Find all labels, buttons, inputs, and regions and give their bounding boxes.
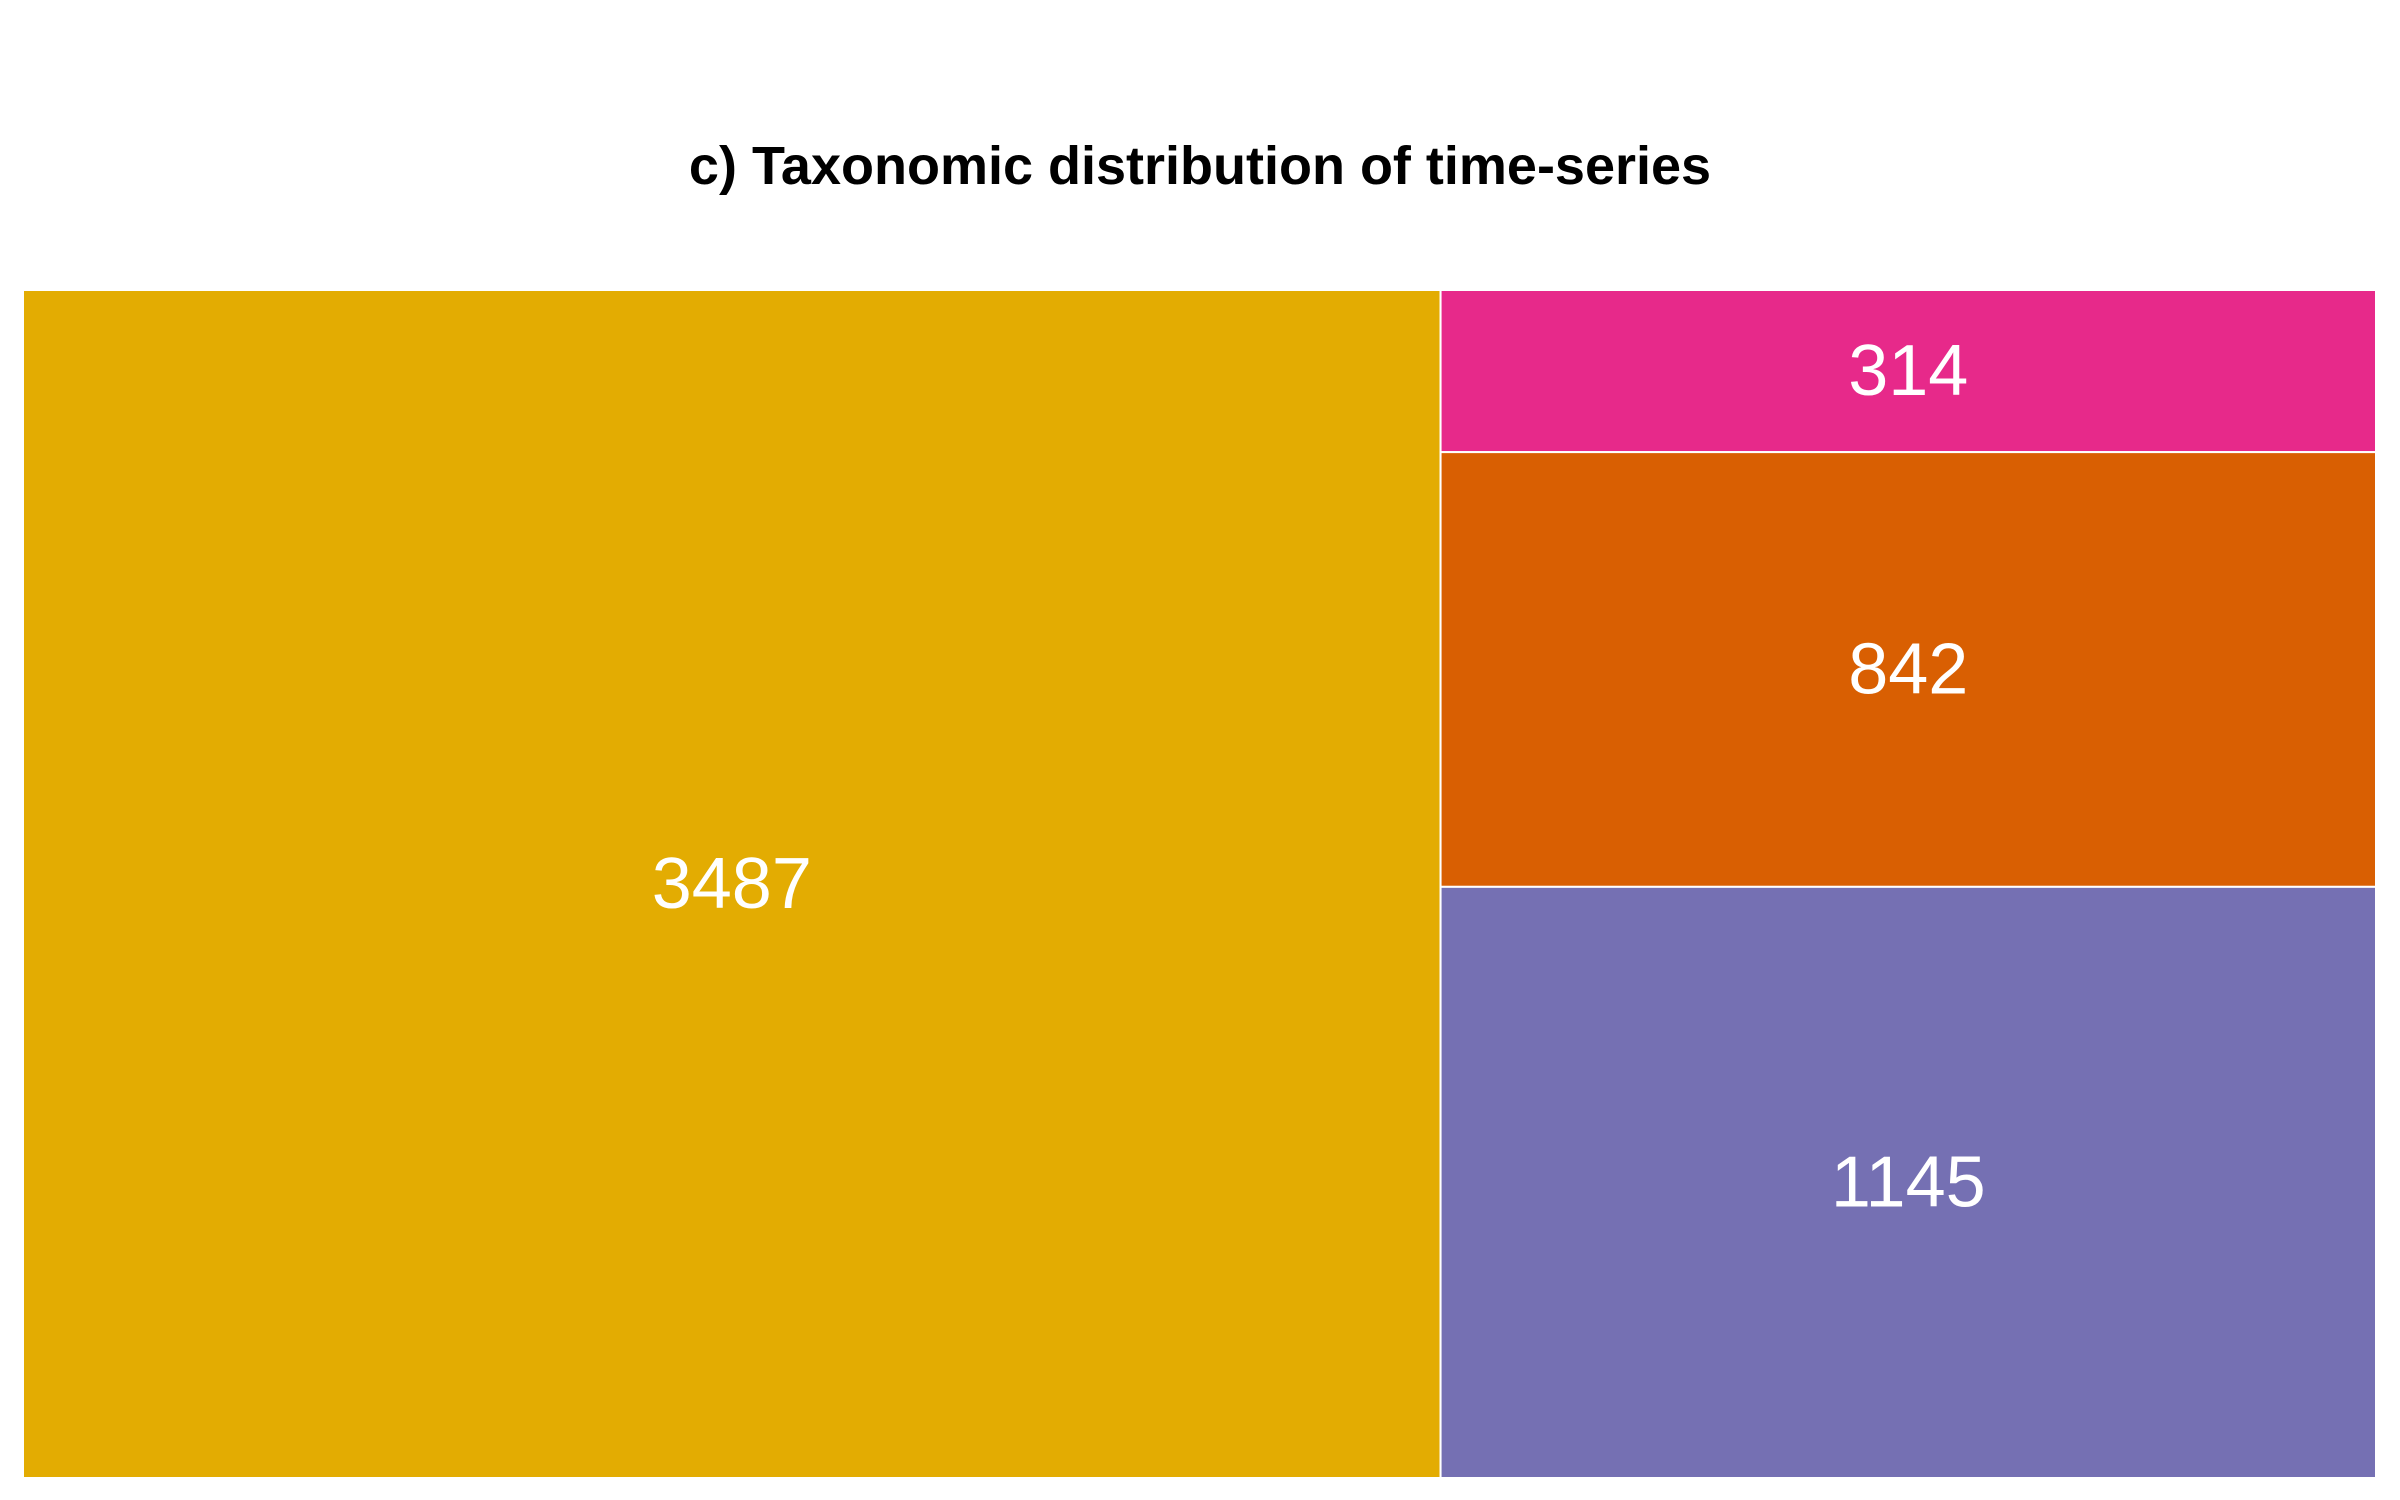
- treemap-tile-842: [1439, 451, 2376, 888]
- treemap-tile-1145: [1439, 885, 2376, 1478]
- treemap-tile-314: [1439, 290, 2376, 454]
- treemap-tile-3487: [23, 290, 1442, 1478]
- treemap-tile-label: 3487: [652, 844, 812, 924]
- treemap-tile-label: 1145: [1831, 1142, 1986, 1222]
- treemap-tile-label: 314: [1848, 331, 1968, 411]
- treemap: 3487 314 842 1145: [23, 290, 2376, 1478]
- treemap-tile-label: 842: [1848, 629, 1968, 709]
- chart-title: c) Taxonomic distribution of time-series: [688, 136, 1712, 196]
